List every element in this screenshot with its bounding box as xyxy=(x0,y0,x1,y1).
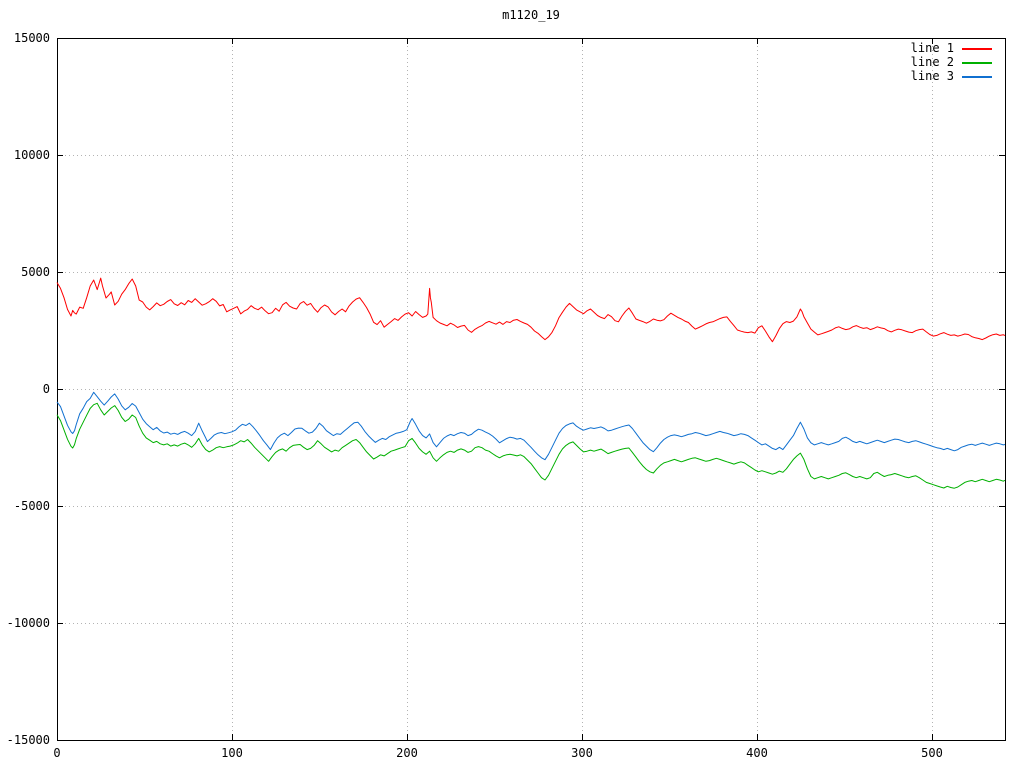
legend-label: line 1 xyxy=(910,41,954,55)
y-tick-label: 5000 xyxy=(21,265,50,279)
legend-line-sample-red xyxy=(962,47,992,50)
y-tick-label: 15000 xyxy=(14,31,50,45)
x-tick-label: 300 xyxy=(571,746,593,760)
legend-item-line-1: line 1 xyxy=(911,42,992,55)
y-tick-label: 10000 xyxy=(14,148,50,162)
legend-line-sample-green xyxy=(962,61,992,64)
legend-label: line 3 xyxy=(910,69,954,83)
x-tick-label: 500 xyxy=(921,746,943,760)
y-tick-label: -15000 xyxy=(7,733,50,747)
x-tick-label: 0 xyxy=(53,746,60,760)
x-tick-label: 200 xyxy=(396,746,418,760)
legend: line 1 line 2 line 3 xyxy=(911,42,992,83)
legend-line-sample-blue xyxy=(962,75,992,78)
legend-item-line-3: line 3 xyxy=(911,70,992,83)
plot-border xyxy=(57,38,1006,741)
axis-ticks xyxy=(57,38,1005,741)
series-line-1 xyxy=(56,277,1006,343)
y-tick-label: 0 xyxy=(43,382,50,396)
tick-labels: 0 100 200 300 400 500 -15000 -10000 -5000 0 5000 10… xyxy=(7,31,943,760)
series-line-3 xyxy=(56,391,1006,461)
x-tick-label: 100 xyxy=(221,746,243,760)
gridlines xyxy=(57,38,1005,740)
chart-title: m1120_19 xyxy=(502,8,560,22)
legend-label: line 2 xyxy=(910,55,954,69)
y-tick-label: -10000 xyxy=(7,616,50,630)
legend-item-line-2: line 2 xyxy=(911,56,992,69)
series-line-2 xyxy=(56,402,1006,489)
x-tick-label: 400 xyxy=(746,746,768,760)
y-tick-label: -5000 xyxy=(14,499,50,513)
